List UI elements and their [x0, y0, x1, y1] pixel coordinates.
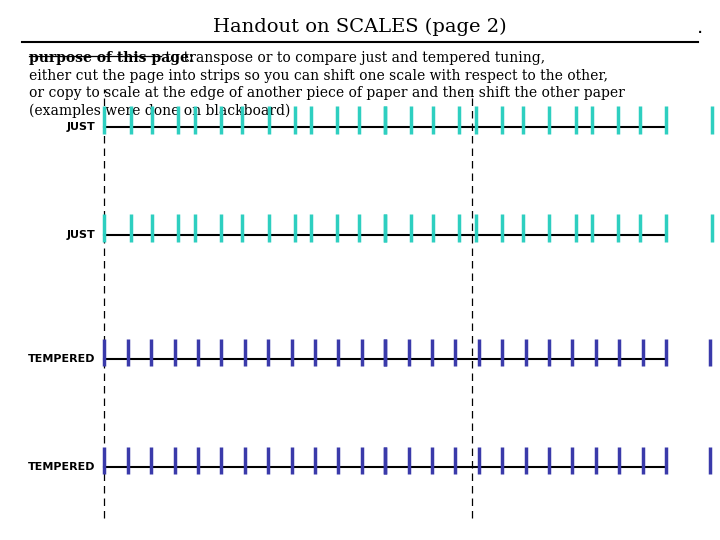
Text: or copy to scale at the edge of another piece of paper and then shift the other : or copy to scale at the edge of another … [29, 86, 625, 100]
Text: JUST: JUST [67, 230, 96, 240]
Text: TEMPERED: TEMPERED [28, 354, 96, 364]
Text: to transpose or to compare just and tempered tuning,: to transpose or to compare just and temp… [161, 51, 546, 65]
Text: .: . [697, 18, 703, 37]
Text: (examples were done on blackboard): (examples were done on blackboard) [29, 103, 290, 118]
Text: purpose of this page:: purpose of this page: [29, 51, 194, 65]
Text: JUST: JUST [67, 122, 96, 132]
Text: TEMPERED: TEMPERED [28, 462, 96, 472]
Text: Handout on SCALES (page 2): Handout on SCALES (page 2) [213, 18, 507, 36]
Text: either cut the page into strips so you can shift one scale with respect to the o: either cut the page into strips so you c… [29, 69, 608, 83]
